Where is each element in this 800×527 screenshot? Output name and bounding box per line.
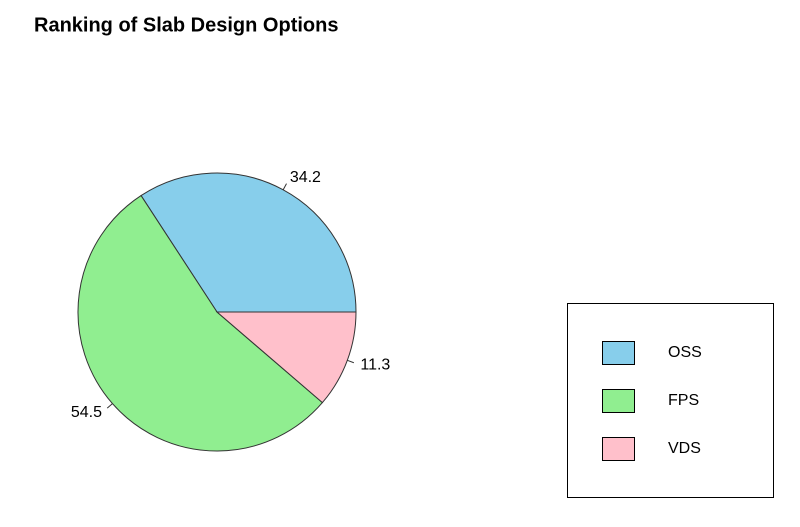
legend-label: OSS	[668, 344, 702, 361]
label-tick	[106, 403, 113, 409]
legend-swatch	[602, 437, 635, 461]
pie-slice	[215, 311, 357, 404]
data-label: 54.5	[71, 404, 102, 421]
label-tick	[282, 183, 287, 191]
legend-swatch	[602, 389, 635, 413]
data-label: 11.3	[360, 356, 390, 373]
legend-label: VDS	[668, 440, 701, 457]
pie-slice	[77, 194, 324, 452]
data-label: 34.2	[290, 169, 321, 186]
chart-title: Ranking of Slab Design Options	[34, 14, 338, 36]
legend-label: FPS	[668, 392, 699, 409]
legend-swatch	[602, 341, 635, 365]
legend-box	[567, 303, 774, 498]
label-tick	[347, 359, 355, 364]
